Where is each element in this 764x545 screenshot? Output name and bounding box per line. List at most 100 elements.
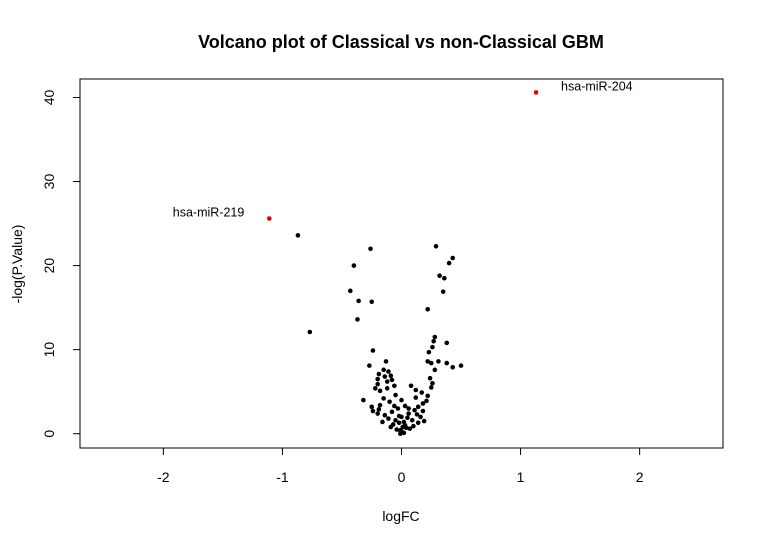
data-point xyxy=(396,420,402,426)
data-point xyxy=(375,411,380,416)
data-point xyxy=(432,334,438,340)
data-point xyxy=(428,360,434,366)
data-point xyxy=(446,260,452,266)
data-point xyxy=(424,398,429,404)
point-label: hsa-miR-204 xyxy=(561,79,633,93)
data-point xyxy=(418,414,423,420)
x-axis: -2 -1 0 1 2 xyxy=(157,447,644,485)
data-point xyxy=(376,407,382,412)
data-point xyxy=(399,397,404,403)
data-point xyxy=(450,365,456,370)
data-point xyxy=(425,359,430,364)
data-point xyxy=(375,381,380,387)
x-tick-label: 2 xyxy=(636,469,644,485)
data-point xyxy=(399,414,404,420)
y-tick-label: 10 xyxy=(41,342,57,358)
point-label: hsa-miR-219 xyxy=(173,206,245,220)
data-point xyxy=(370,348,376,353)
data-point xyxy=(442,275,447,281)
data-point xyxy=(369,299,375,305)
data-point xyxy=(402,403,408,409)
data-point xyxy=(400,424,405,430)
x-tick-label: -1 xyxy=(276,469,289,485)
data-point xyxy=(393,417,398,423)
y-tick-label: 40 xyxy=(41,89,57,105)
data-point xyxy=(414,412,420,417)
data-point xyxy=(394,427,400,432)
data-point xyxy=(370,408,376,414)
data-point xyxy=(347,288,353,294)
data-point xyxy=(373,386,378,391)
data-points xyxy=(267,90,539,437)
data-point xyxy=(420,401,426,406)
data-point xyxy=(407,426,413,431)
data-point xyxy=(392,403,397,409)
data-point xyxy=(368,246,373,252)
data-point xyxy=(375,376,380,382)
plot-frame xyxy=(79,78,724,449)
data-point xyxy=(401,430,407,436)
data-point xyxy=(389,409,395,415)
data-point xyxy=(387,399,392,405)
data-point xyxy=(415,404,421,410)
data-point xyxy=(393,392,398,398)
data-point xyxy=(355,317,360,322)
data-point xyxy=(383,359,389,364)
data-point xyxy=(361,397,366,403)
highlighted-point xyxy=(267,216,272,221)
data-point xyxy=(377,388,383,394)
data-point xyxy=(408,383,414,389)
data-point xyxy=(384,379,390,384)
data-point xyxy=(427,375,433,381)
data-point xyxy=(440,289,446,294)
y-tick-label: 0 xyxy=(41,430,57,438)
data-point xyxy=(382,374,388,379)
data-point xyxy=(380,419,385,425)
data-point xyxy=(428,385,434,390)
data-point xyxy=(388,373,394,379)
data-point xyxy=(425,307,430,312)
data-point xyxy=(389,377,395,383)
data-point xyxy=(458,363,464,368)
x-axis-label: logFC xyxy=(382,508,419,524)
y-axis-label: -log(P.Value) xyxy=(9,225,25,304)
data-point xyxy=(395,406,401,411)
data-point xyxy=(421,418,427,424)
data-point xyxy=(412,407,417,413)
data-point xyxy=(356,298,361,304)
data-point xyxy=(386,369,391,374)
data-point xyxy=(436,359,441,364)
data-point xyxy=(450,255,456,261)
data-point xyxy=(444,340,450,346)
data-point xyxy=(382,412,388,418)
data-point xyxy=(433,243,439,249)
data-point xyxy=(307,329,313,335)
data-point xyxy=(386,416,391,421)
data-point xyxy=(411,423,416,429)
data-point xyxy=(430,344,435,350)
data-point xyxy=(437,273,442,278)
data-point xyxy=(388,424,394,430)
data-point xyxy=(351,263,357,268)
data-point xyxy=(376,371,382,377)
x-tick-label: 0 xyxy=(398,469,406,485)
data-point xyxy=(444,360,450,366)
chart-title: Volcano plot of Classical vs non-Classic… xyxy=(198,32,604,52)
data-point xyxy=(295,233,301,238)
data-point xyxy=(420,408,426,414)
data-point xyxy=(384,386,390,391)
data-point xyxy=(381,396,386,401)
x-tick-label: -2 xyxy=(157,469,170,485)
data-point xyxy=(377,402,383,408)
highlighted-point xyxy=(533,90,539,95)
data-point xyxy=(398,431,403,437)
data-point xyxy=(398,428,403,433)
data-point xyxy=(415,420,421,426)
data-point xyxy=(405,415,410,421)
data-point xyxy=(413,395,419,400)
y-axis: 0 10 20 30 40 xyxy=(41,89,81,438)
data-point xyxy=(432,367,438,373)
x-tick-label: 1 xyxy=(517,469,525,485)
data-point xyxy=(406,406,411,411)
data-point xyxy=(409,417,415,423)
